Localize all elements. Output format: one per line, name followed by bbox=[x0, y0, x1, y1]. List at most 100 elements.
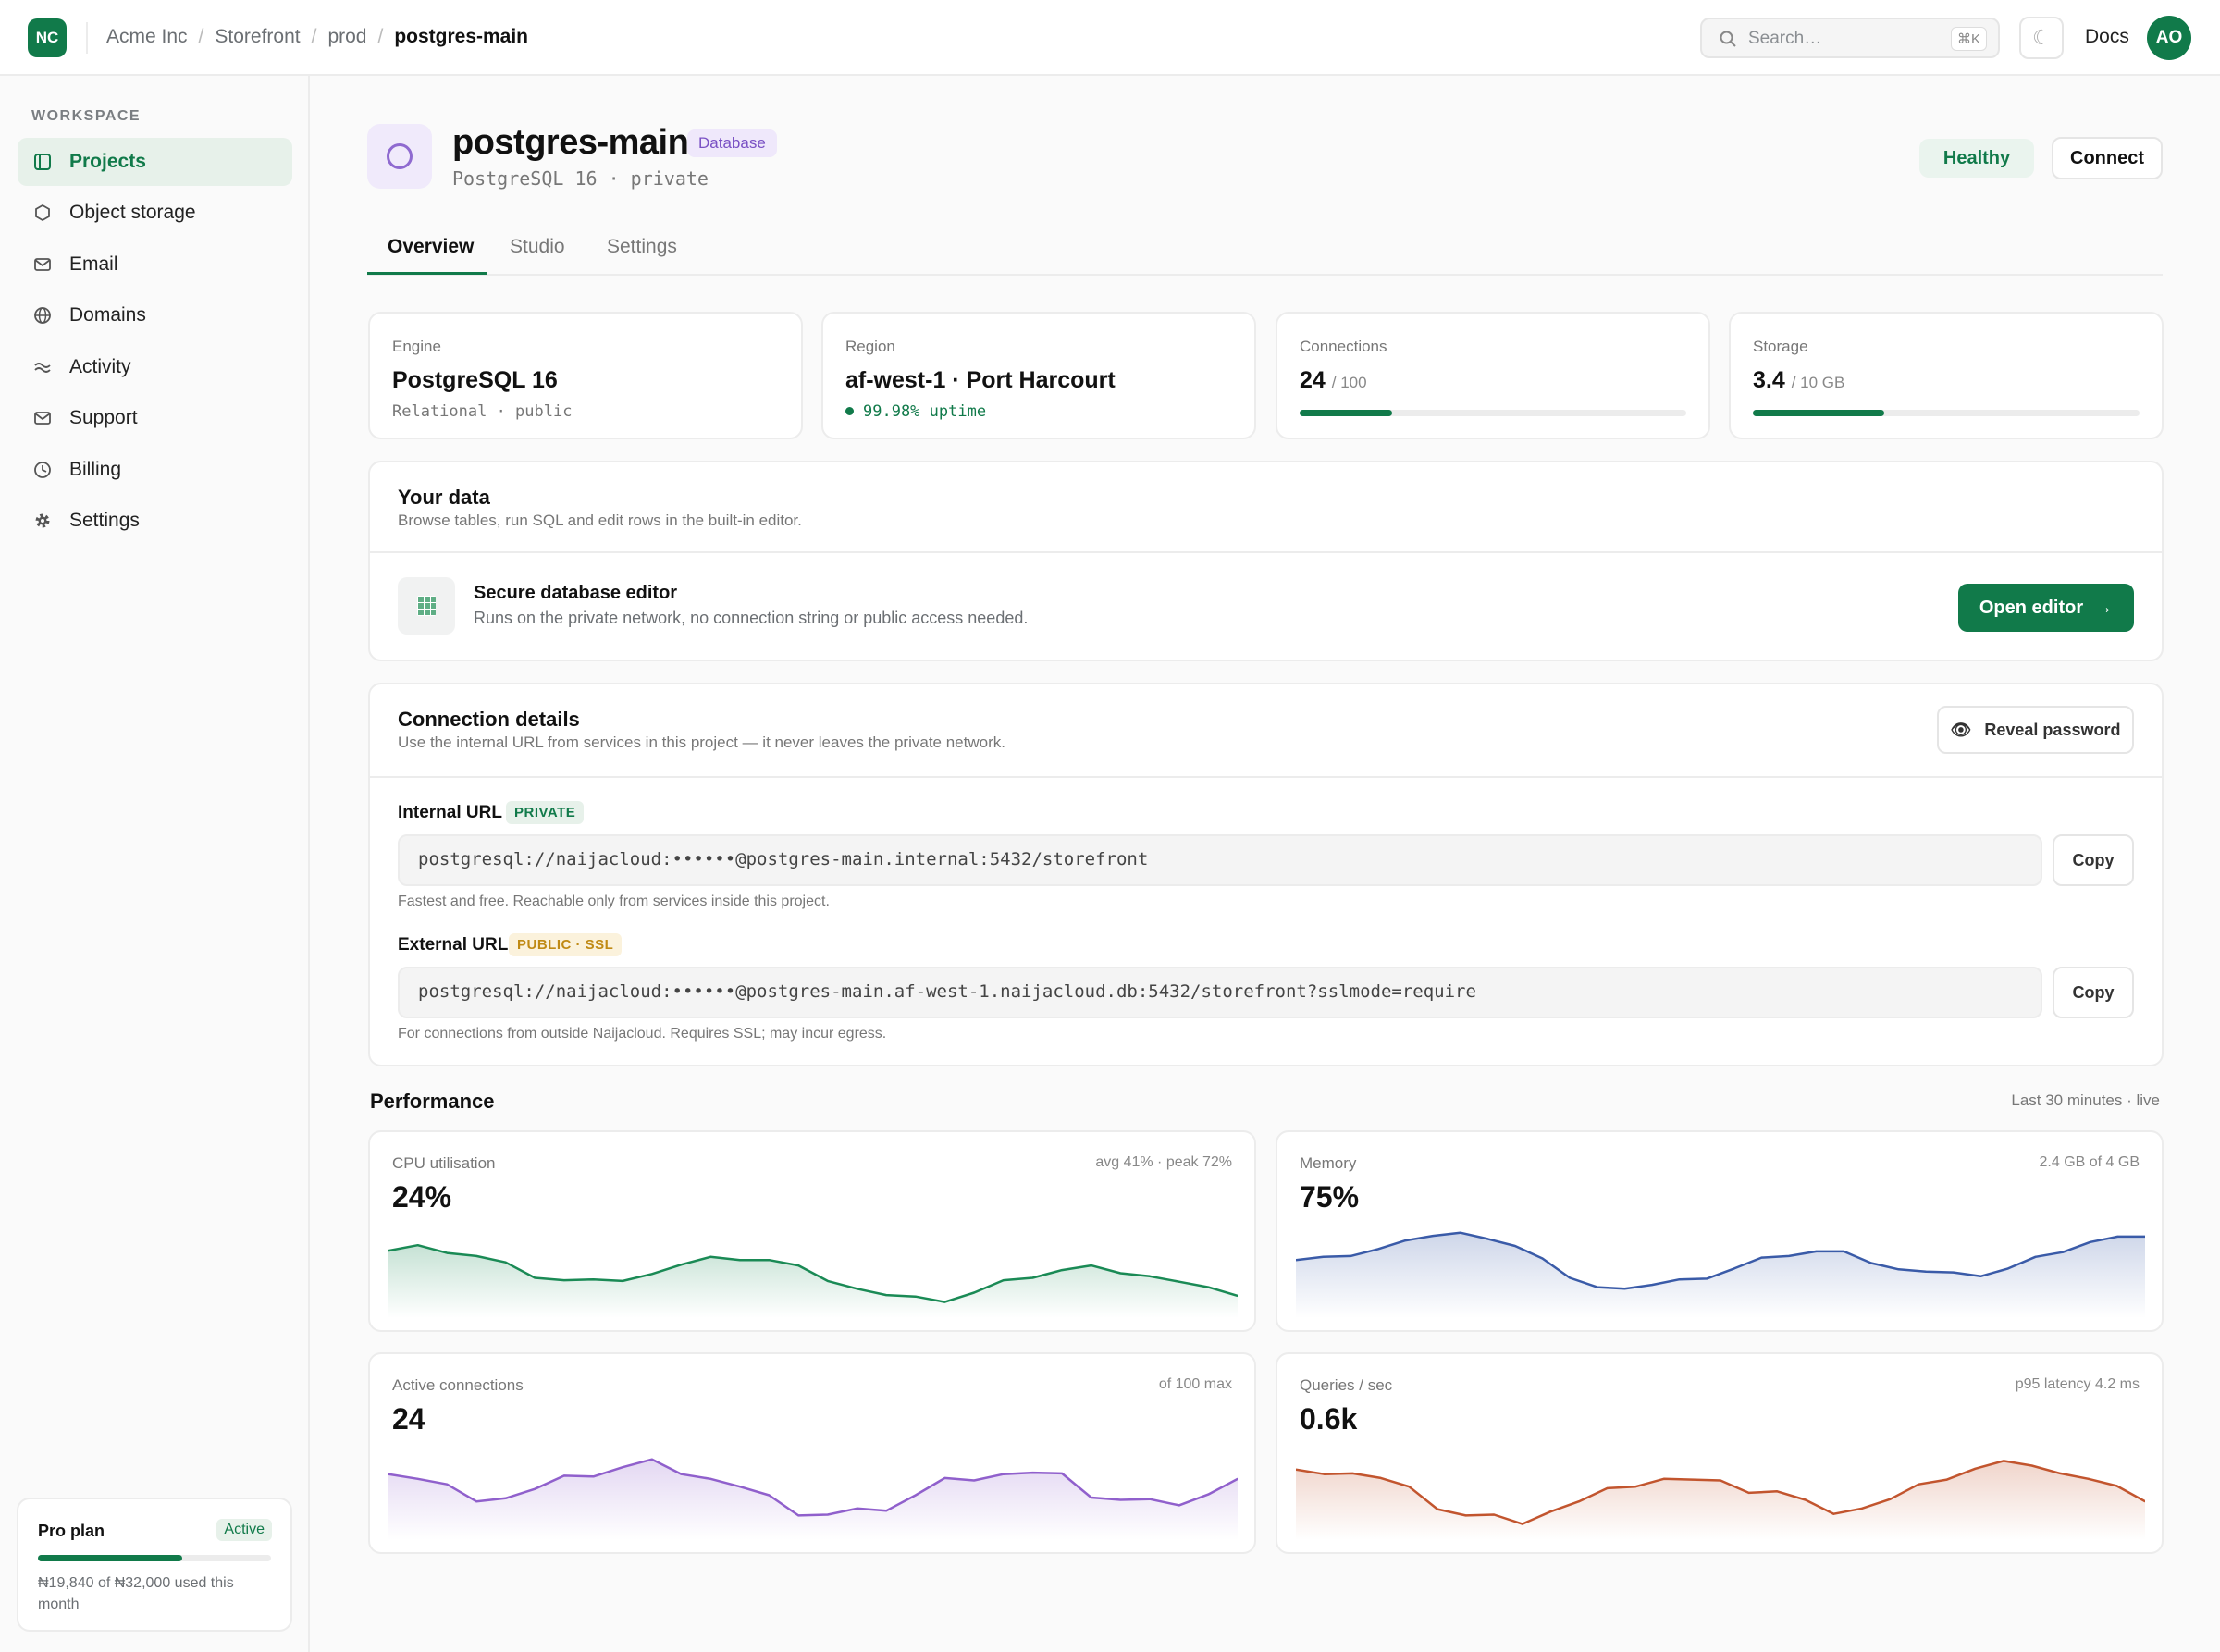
connections-data-point bbox=[1031, 1472, 1034, 1474]
connections-sparkline bbox=[388, 1458, 1238, 1540]
sidebar-item-billing[interactable]: Billing bbox=[18, 446, 292, 494]
plan-status-badge: Active bbox=[216, 1519, 272, 1541]
cpu-data-point bbox=[475, 1254, 477, 1257]
metric-note: p95 latency 4.2 ms bbox=[2015, 1376, 2140, 1392]
queries-data-point bbox=[1776, 1490, 1779, 1493]
cpu-data-point bbox=[680, 1264, 683, 1266]
cpu-data-point bbox=[504, 1261, 507, 1264]
queries-data-point bbox=[1351, 1472, 1354, 1474]
sidebar-item-domains[interactable]: Domains bbox=[18, 291, 292, 339]
connections-data-point bbox=[1149, 1498, 1151, 1500]
status-badge: Healthy bbox=[1919, 139, 2034, 178]
divider bbox=[370, 776, 2162, 778]
cpu-data-point bbox=[1237, 1294, 1238, 1297]
cpu-data-point bbox=[1207, 1286, 1210, 1288]
connect-button[interactable]: Connect bbox=[2052, 137, 2163, 179]
breadcrumb-project[interactable]: Storefront bbox=[215, 26, 301, 47]
breadcrumb-environment[interactable]: prod bbox=[327, 26, 367, 47]
resource-subtitle: PostgreSQL 16 · private bbox=[452, 167, 709, 190]
copy-external-url-button[interactable]: Copy bbox=[2053, 967, 2134, 1018]
copy-internal-url-button[interactable]: Copy bbox=[2053, 834, 2134, 886]
internal-url-field[interactable]: postgresql://naijacloud:••••••@postgres-… bbox=[398, 834, 2042, 886]
memory-data-point bbox=[1623, 1288, 1626, 1290]
cpu-sparkline bbox=[388, 1243, 1238, 1318]
progress-fill bbox=[1753, 410, 1885, 416]
tab-overview[interactable]: Overview bbox=[388, 236, 475, 257]
connections-data-point bbox=[504, 1497, 507, 1499]
external-url-field[interactable]: postgresql://naijacloud:••••••@postgres-… bbox=[398, 967, 2042, 1018]
cpu-data-point bbox=[738, 1259, 741, 1262]
globe-icon bbox=[32, 305, 53, 326]
connections-data-point bbox=[650, 1458, 653, 1461]
connections-stat-card: Connections 24 / 100 bbox=[1276, 312, 1710, 439]
metric-label: CPU utilisation bbox=[392, 1154, 496, 1172]
connections-data-point bbox=[738, 1486, 741, 1488]
memory-data-point bbox=[1296, 1259, 1297, 1262]
moon-icon[interactable]: ☾ bbox=[2019, 17, 2064, 59]
connections-area bbox=[388, 1459, 1238, 1540]
cpu-area bbox=[388, 1245, 1238, 1318]
external-url-label: External URL bbox=[398, 935, 509, 955]
queries-data-point bbox=[1323, 1473, 1326, 1475]
sidebar-item-projects[interactable]: Projects bbox=[18, 138, 292, 186]
page-title: postgres-main bbox=[452, 123, 689, 162]
connections-data-point bbox=[1090, 1497, 1092, 1498]
queries-data-point bbox=[1437, 1508, 1438, 1510]
stat-value: 24 / 100 bbox=[1300, 367, 1367, 393]
tab-settings[interactable]: Settings bbox=[607, 236, 677, 257]
plan-usage-fill bbox=[38, 1555, 183, 1561]
connections-data-point bbox=[680, 1473, 683, 1475]
metric-note: of 100 max bbox=[1158, 1376, 1232, 1392]
sidebar-item-object-storage[interactable]: Object storage bbox=[18, 189, 292, 237]
eye-icon: 👁 bbox=[1950, 720, 1972, 739]
docs-link[interactable]: Docs bbox=[2085, 26, 2129, 47]
cpu-data-point bbox=[1061, 1269, 1064, 1272]
memory-data-point bbox=[1980, 1275, 1982, 1277]
queries-data-point bbox=[2059, 1472, 2062, 1474]
logo[interactable]: NC bbox=[28, 18, 67, 57]
stat-label: Engine bbox=[392, 338, 441, 355]
connections-data-point bbox=[768, 1494, 771, 1497]
divider bbox=[370, 551, 2162, 553]
queries-chart-card: Queries / sec p95 latency 4.2 ms 0.6k bbox=[1276, 1352, 2164, 1554]
memory-data-point bbox=[1952, 1271, 1955, 1274]
connections-data-point bbox=[944, 1476, 946, 1479]
sidebar-item-email[interactable]: Email bbox=[18, 240, 292, 289]
tab-studio[interactable]: Studio bbox=[510, 236, 565, 257]
cpu-data-point bbox=[622, 1279, 624, 1282]
sidebar-item-label: Object storage bbox=[69, 202, 196, 223]
sidebar-item-label: Domains bbox=[69, 304, 146, 326]
cpu-data-point bbox=[856, 1288, 858, 1290]
sidebar-item-activity[interactable]: Activity bbox=[18, 343, 292, 391]
search-input[interactable]: Search… ⌘K bbox=[1700, 18, 2000, 58]
queries-data-point bbox=[1747, 1491, 1750, 1494]
breadcrumb-org[interactable]: Acme Inc bbox=[106, 26, 188, 47]
sidebar-item-label: Billing bbox=[69, 459, 122, 480]
memory-data-point bbox=[1788, 1254, 1790, 1257]
cpu-data-point bbox=[914, 1295, 917, 1298]
open-editor-button[interactable]: Open editor → bbox=[1958, 584, 2134, 632]
avatar[interactable]: AO bbox=[2147, 16, 2191, 60]
region-stat-card: Region af-west-1 · Port Harcourt 99.98% … bbox=[821, 312, 1256, 439]
connections-data-point bbox=[826, 1513, 829, 1516]
divider bbox=[86, 22, 88, 54]
memory-data-point bbox=[1404, 1239, 1407, 1242]
sidebar-item-settings[interactable]: Settings bbox=[18, 497, 292, 545]
search-shortcut: ⌘K bbox=[1950, 27, 1987, 51]
queries-data-point bbox=[2030, 1464, 2033, 1467]
connections-data-point bbox=[1237, 1477, 1238, 1480]
queries-data-point bbox=[1296, 1468, 1297, 1471]
sidebar-item-support[interactable]: Support bbox=[18, 394, 292, 442]
metric-value: 24 bbox=[392, 1402, 426, 1436]
queries-data-point bbox=[1832, 1512, 1835, 1515]
cpu-data-point bbox=[768, 1259, 771, 1262]
section-description: Use the internal URL from services in th… bbox=[398, 734, 1005, 751]
public-ssl-tag: PUBLIC · SSL bbox=[509, 933, 623, 956]
breadcrumb-current: postgres-main bbox=[394, 26, 529, 47]
connections-data-point bbox=[592, 1475, 595, 1478]
memory-data-point bbox=[1897, 1268, 1900, 1271]
queries-data-point bbox=[1720, 1479, 1721, 1482]
queries-data-point bbox=[1521, 1523, 1523, 1525]
reveal-password-button[interactable]: 👁 Reveal password bbox=[1937, 706, 2134, 754]
queries-data-point bbox=[1918, 1483, 1920, 1486]
